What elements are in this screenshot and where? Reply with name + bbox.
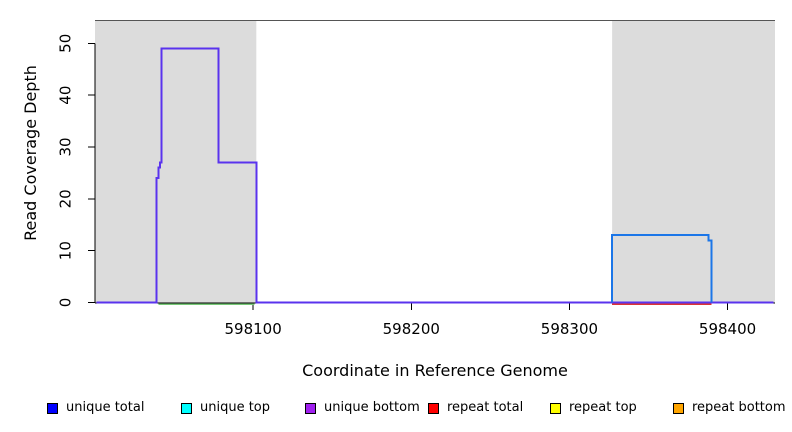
y-axis-title: Read Coverage Depth	[21, 65, 40, 241]
legend-swatch-unique-top	[181, 402, 192, 414]
legend-swatch-repeat-top	[550, 402, 561, 414]
x-tick-label: 598300	[541, 320, 598, 338]
series-unique-bottom	[96, 47, 774, 304]
right-gray-band	[612, 20, 775, 304]
x-tick-label: 598100	[225, 320, 282, 338]
legend-label: repeat bottom	[692, 400, 786, 415]
legend-swatch-unique-bottom	[305, 402, 316, 414]
legend-label: unique bottom	[324, 400, 420, 415]
y-tick-label: 50	[57, 34, 75, 53]
legend-swatch-repeat-bottom	[673, 402, 684, 414]
y-tick-label: 20	[57, 189, 75, 208]
legend-item-repeat-total: repeat total	[428, 401, 523, 415]
y-tick-label: 0	[57, 298, 75, 308]
legend-label: repeat total	[447, 400, 524, 415]
x-axis-title: Coordinate in Reference Genome	[302, 361, 568, 380]
x-tick-label: 598200	[383, 320, 440, 338]
legend-item-unique-bottom: unique bottom	[305, 401, 420, 415]
legend-label: repeat top	[569, 400, 637, 415]
series-unique-total	[611, 234, 713, 303]
legend-label: unique top	[200, 400, 271, 415]
legend-item-repeat-top: repeat top	[550, 401, 637, 415]
y-tick-label: 30	[57, 137, 75, 156]
legend-item-unique-total: unique total	[47, 401, 144, 415]
y-tick-label: 40	[57, 86, 75, 105]
legend-swatch-repeat-total	[428, 402, 439, 414]
legend-label: unique total	[66, 400, 145, 415]
y-tick-label: 10	[57, 241, 75, 260]
legend-item-unique-top: unique top	[181, 401, 270, 415]
legend-item-repeat-bottom: repeat bottom	[673, 401, 786, 415]
x-tick-label: 598400	[699, 320, 756, 338]
legend-swatch-unique-total	[47, 402, 58, 414]
